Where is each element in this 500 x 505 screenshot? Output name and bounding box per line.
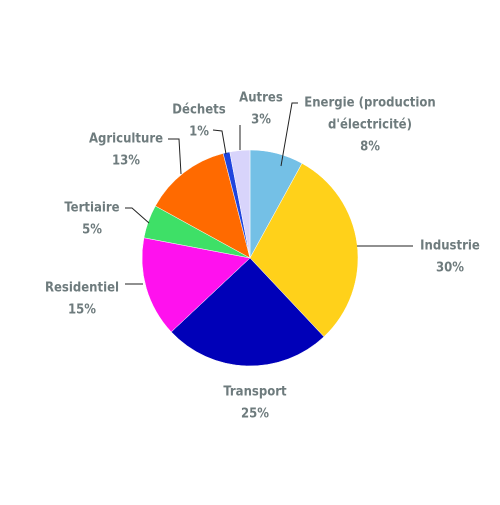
pie-slice-residentiel: [141, 237, 251, 333]
slice-value-label-energie-production-d-electricite: 8%: [360, 140, 380, 155]
slice-name-label-agriculture-0: Agriculture: [89, 132, 163, 147]
leader-line-tertiaire: [125, 207, 150, 224]
pie-slice-autres: [229, 149, 251, 259]
slice-labels: Energie (production d'électricité) 8% Indus…: [45, 91, 480, 422]
slice-value-label-tertiaire: 5%: [82, 223, 102, 238]
slice-name-label-energie-production-d-electricite-1: d'électricité): [328, 118, 412, 133]
leader-line-agriculture: [168, 138, 182, 175]
slice-value-label-residentiel: 15%: [68, 303, 96, 318]
slice-name-label-transport-0: Transport: [223, 385, 287, 400]
leader-lines: [125, 102, 413, 285]
slice-name-label-tertiaire-0: Tertiaire: [64, 201, 119, 216]
pie-slice-industrie: [249, 163, 359, 338]
pie-slice-transport: [170, 257, 325, 367]
slice-name-label-autres-0: Autres: [239, 91, 283, 106]
slice-value-label-industrie: 30%: [436, 261, 464, 276]
pie-slices: [141, 149, 359, 367]
leader-line-dechets: [212, 129, 227, 155]
pie-slice-agriculture: [155, 153, 251, 259]
slice-value-label-transport: 25%: [241, 407, 269, 422]
slice-value-label-autres: 3%: [251, 113, 271, 128]
slice-value-label-agriculture: 13%: [112, 154, 140, 169]
leader-line-energie-production-d-electricite: [280, 102, 298, 167]
slice-name-label-industrie-0: Industrie: [420, 239, 480, 254]
slice-name-label-residentiel-0: Residentiel: [45, 281, 119, 296]
slice-name-label-energie-production-d-electricite-0: Energie (production: [304, 96, 436, 111]
slice-name-label-dechets-0: Déchets: [172, 103, 225, 118]
slice-value-label-dechets: 1%: [189, 125, 209, 140]
